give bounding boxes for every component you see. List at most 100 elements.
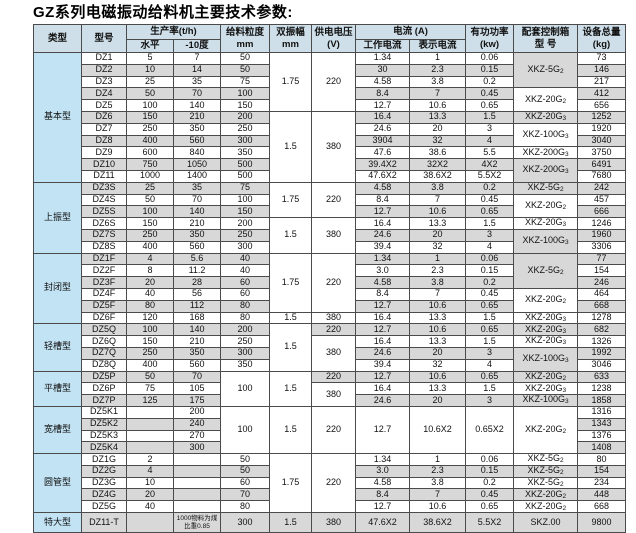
table-cell: DZ2 <box>81 63 127 77</box>
header-horizontal: 水平 <box>126 39 174 53</box>
table-cell: DZ1F <box>81 252 127 266</box>
table-cell: 250 <box>126 228 174 242</box>
table-cell: XKZ-20G2 <box>513 488 579 502</box>
header-double-amplitude: 双振幅 mm <box>269 24 312 53</box>
table-cell: DZ8S <box>81 240 127 254</box>
table-row: DZ8S 400 560 300 39.4 32 4 3306 <box>34 240 627 254</box>
table-cell: 50 <box>126 193 174 207</box>
table-cell: 140 <box>173 99 221 112</box>
table-cell: 10.6X2 <box>408 405 467 455</box>
table-cell: 0.45 <box>465 193 515 207</box>
table-cell: 0.06 <box>465 252 515 266</box>
table-cell: 400 <box>126 358 174 372</box>
table-cell: 1.5 <box>269 370 312 407</box>
table-cell: 20 <box>408 346 467 360</box>
table-cell: 38.6X2 <box>408 169 467 183</box>
table-cell: 16.4 <box>355 311 410 325</box>
table-cell: DZ3G <box>81 476 127 490</box>
table-cell: DZ5P <box>81 370 127 384</box>
table-cell: 40 <box>220 252 270 266</box>
table-cell: 220 <box>311 181 356 219</box>
table-cell: 270 <box>173 429 221 443</box>
table-cell: 28 <box>173 276 221 289</box>
table-cell: 300 <box>173 441 221 455</box>
table-cell: XKZ-20G3 <box>513 217 579 230</box>
table-cell: 12.7 <box>355 405 410 455</box>
table-cell: 77 <box>577 252 627 266</box>
table-cell: 1.34 <box>355 52 410 65</box>
table-cell: 100 <box>220 370 270 407</box>
table-cell: 0.15 <box>465 264 515 278</box>
table-cell: DZ10 <box>81 158 127 171</box>
table-cell: 4.58 <box>355 75 410 89</box>
table-cell: 2.3 <box>408 464 467 478</box>
table-row: DZ3 25 35 75 4.58 3.8 0.2 217 <box>34 75 627 89</box>
table-cell: 13.3 <box>408 311 467 325</box>
table-cell: XKZ-20G3 <box>513 311 579 325</box>
table-cell: 0.65 <box>465 323 515 337</box>
table-cell: DZ6 <box>81 110 127 124</box>
table-cell: 1.75 <box>269 453 312 514</box>
table-cell: 100 <box>126 99 174 112</box>
table-cell: 1.5 <box>269 323 312 372</box>
table-cell: 24.6 <box>355 394 410 407</box>
table-row: DZ3F 20 28 60 4.58 3.8 0.2 246 <box>34 276 627 289</box>
table-cell: 75 <box>126 382 174 396</box>
header-control-box: 配套控制箱 型 号 <box>513 24 579 53</box>
table-cell: 3046 <box>577 358 627 372</box>
table-row: DZ5F 80 112 80 12.7 10.6 0.65 668 <box>34 299 627 313</box>
table-cell: 666 <box>577 205 627 219</box>
table-cell: DZ11 <box>81 169 127 183</box>
table-cell: XKZ-5G2 <box>513 51 579 89</box>
table-cell: DZ1 <box>81 52 127 65</box>
table-row: 宽槽型 DZ5K1 200 100 1.5 220 12.7 10.6X2 0.65X2 XKZ-… <box>33 405 627 455</box>
table-cell: 4.58 <box>355 476 410 490</box>
table-cell: 50 <box>126 370 174 384</box>
table-cell: 220 <box>311 252 356 313</box>
table-cell: 0.2 <box>465 181 515 195</box>
table-cell: 250 <box>126 346 174 360</box>
table-cell: 5 <box>126 52 174 65</box>
row-group-label: 封闭型 <box>33 252 82 325</box>
table-cell: 560 <box>173 134 221 148</box>
table-cell: 150 <box>220 205 270 219</box>
table-cell: 56 <box>173 287 221 301</box>
table-cell: 600 <box>126 146 174 160</box>
table-cell: 35 <box>173 181 221 195</box>
table-cell: DZ11-T <box>81 512 127 533</box>
table-cell: DZ7P <box>81 394 127 407</box>
table-cell <box>126 441 174 455</box>
table-cell: 0.06 <box>465 453 515 466</box>
table-cell: 168 <box>173 311 221 325</box>
table-row: DZ8Q 400 560 350 39.4 32 4 3046 <box>34 358 627 372</box>
table-cell: 1.5 <box>269 512 312 533</box>
header-working-current: 工作电流 <box>355 39 410 53</box>
table-cell: 1.5 <box>465 311 515 325</box>
table-cell: 656 <box>577 99 627 112</box>
table-cell: 154 <box>577 464 627 478</box>
table-cell: 1 <box>408 252 467 266</box>
table-cell: XKZ-20G2 <box>513 405 579 455</box>
table-cell: 12.7 <box>355 205 410 219</box>
table-cell: 100 <box>220 193 270 207</box>
table-cell: 3.8 <box>408 75 467 89</box>
table-cell: 300 <box>220 134 270 148</box>
table-cell: 1920 <box>577 122 627 136</box>
table-row: DZ2 10 14 50 30 2.3 0.15 146 <box>34 63 627 77</box>
table-cell: 220 <box>311 323 356 337</box>
table-cell: DZ9 <box>81 146 127 160</box>
table-cell: 1.5 <box>465 217 515 230</box>
table-cell: 668 <box>577 500 627 514</box>
table-row: DZ7P 125 175 24.6 20 3 XKZ-100G3 1858 <box>34 394 627 407</box>
table-cell: 1.34 <box>355 252 410 266</box>
table-cell: 300 <box>220 512 270 533</box>
row-group-label: 宽槽型 <box>33 405 82 455</box>
table-cell: 0.06 <box>465 52 515 65</box>
table-cell <box>173 464 221 478</box>
table-cell: 464 <box>577 287 627 301</box>
table-cell: 1.75 <box>269 252 312 313</box>
row-group-label: 轻槽型 <box>33 323 82 372</box>
table-cell: 234 <box>577 476 627 490</box>
table-cell: 7 <box>408 488 467 502</box>
header-type: 类型 <box>33 24 82 53</box>
